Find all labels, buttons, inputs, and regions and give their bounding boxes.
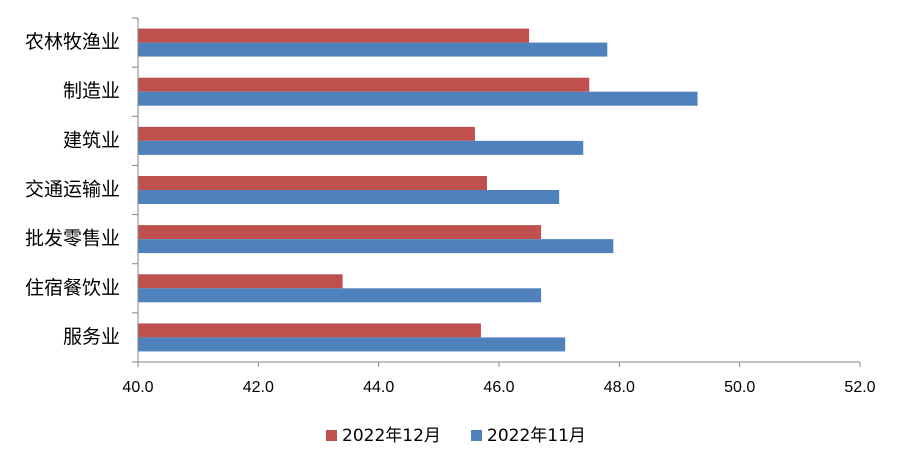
bar-nov-6 (138, 337, 566, 352)
category-label: 交通运输业 (25, 179, 120, 201)
bar-nov-0 (138, 42, 608, 57)
x-tick-label: 40.0 (122, 379, 153, 396)
legend-swatch-dec (326, 430, 337, 441)
legend-swatch-nov (471, 430, 482, 441)
legend: 2022年12月 2022年11月 (326, 426, 586, 446)
bar-nov-3 (138, 190, 560, 204)
bar-dec-0 (138, 28, 530, 43)
x-tick-label: 46.0 (483, 379, 514, 396)
bar-dec-3 (138, 176, 487, 190)
bar-dec-2 (138, 126, 475, 141)
category-label: 住宿餐饮业 (25, 277, 120, 299)
x-tick-label: 48.0 (604, 379, 635, 396)
x-tick-labels: 40.0 42.0 44.0 46.0 48.0 50.0 52.0 (122, 379, 875, 396)
bar-nov-4 (138, 239, 614, 254)
bar-dec-6 (138, 323, 481, 338)
axes-group (132, 17, 861, 367)
x-tick-label: 50.0 (724, 379, 755, 396)
bar-nov-5 (138, 288, 542, 303)
category-label: 农林牧渔业 (25, 31, 120, 53)
category-label: 制造业 (63, 80, 120, 102)
bar-nov-1 (138, 91, 698, 106)
x-tick-label: 52.0 (844, 379, 875, 396)
legend-label-dec: 2022年12月 (342, 426, 441, 446)
bars-group (138, 28, 698, 352)
legend-label-nov: 2022年11月 (487, 426, 586, 446)
bar-dec-4 (138, 225, 542, 240)
category-label: 建筑业 (63, 129, 120, 151)
category-label: 批发零售业 (25, 228, 120, 250)
x-tick-label: 44.0 (363, 379, 394, 396)
bar-dec-1 (138, 77, 590, 92)
x-tick-label: 42.0 (243, 379, 274, 396)
bar-nov-2 (138, 140, 584, 155)
bar-dec-5 (138, 274, 343, 289)
category-label: 服务业 (63, 326, 120, 348)
